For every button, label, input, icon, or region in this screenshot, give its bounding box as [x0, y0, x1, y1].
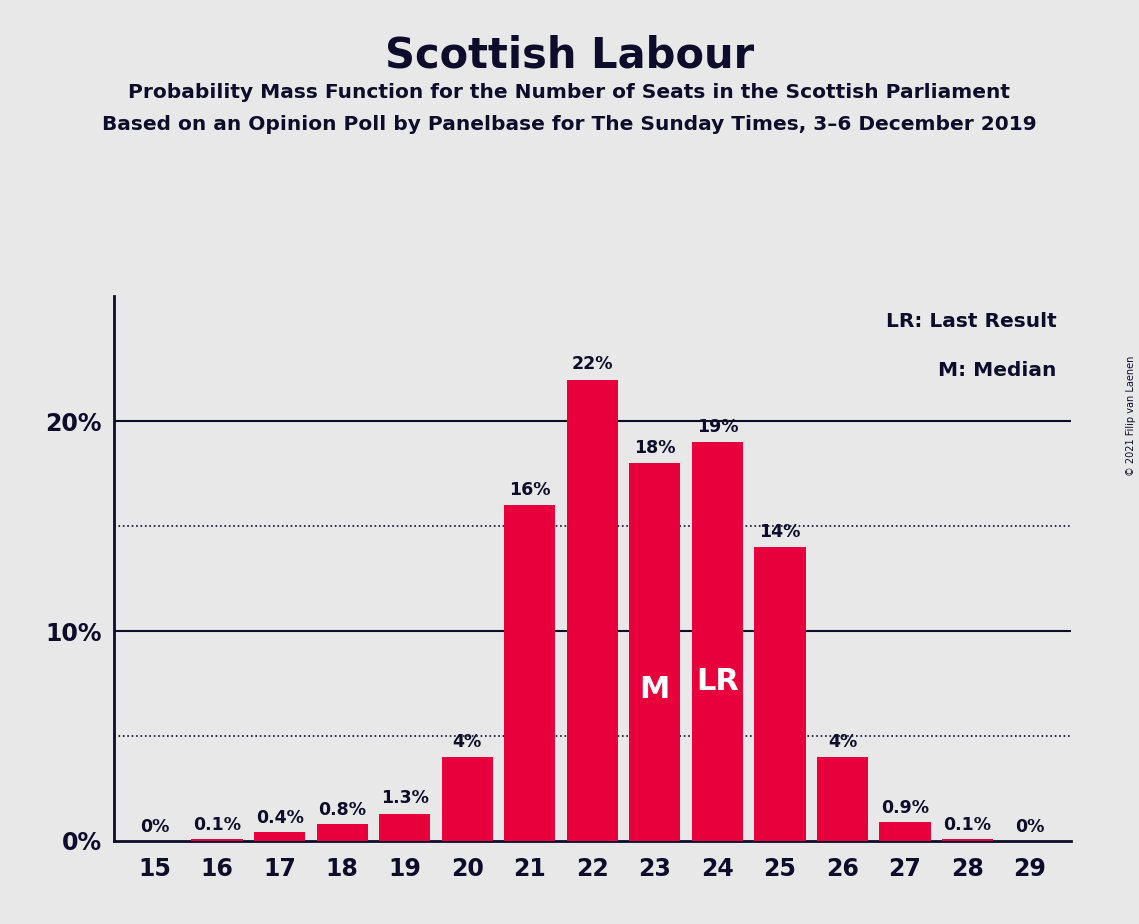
- Bar: [754, 547, 805, 841]
- Bar: [505, 505, 556, 841]
- Text: 22%: 22%: [572, 355, 613, 373]
- Text: 18%: 18%: [634, 439, 675, 457]
- Text: 0%: 0%: [140, 818, 170, 835]
- Text: 4%: 4%: [828, 733, 857, 750]
- Bar: [566, 380, 618, 841]
- Text: Scottish Labour: Scottish Labour: [385, 34, 754, 76]
- Bar: [942, 839, 993, 841]
- Text: LR: Last Result: LR: Last Result: [885, 312, 1056, 331]
- Text: 0.8%: 0.8%: [318, 801, 366, 819]
- Text: 0%: 0%: [1015, 818, 1044, 835]
- Bar: [379, 814, 431, 841]
- Text: 0.1%: 0.1%: [943, 816, 991, 833]
- Bar: [254, 833, 305, 841]
- Text: 14%: 14%: [760, 523, 801, 541]
- Bar: [629, 464, 680, 841]
- Text: Probability Mass Function for the Number of Seats in the Scottish Parliament: Probability Mass Function for the Number…: [129, 83, 1010, 103]
- Bar: [817, 757, 868, 841]
- Text: 0.4%: 0.4%: [255, 809, 304, 827]
- Text: M: Median: M: Median: [937, 361, 1056, 380]
- Text: 0.9%: 0.9%: [880, 798, 929, 817]
- Text: M: M: [640, 675, 670, 704]
- Text: 4%: 4%: [452, 733, 482, 750]
- Bar: [691, 443, 743, 841]
- Text: © 2021 Filip van Laenen: © 2021 Filip van Laenen: [1126, 356, 1136, 476]
- Text: 1.3%: 1.3%: [380, 789, 428, 808]
- Text: Based on an Opinion Poll by Panelbase for The Sunday Times, 3–6 December 2019: Based on an Opinion Poll by Panelbase fo…: [103, 116, 1036, 135]
- Bar: [442, 757, 493, 841]
- Bar: [191, 839, 243, 841]
- Text: 19%: 19%: [697, 419, 738, 436]
- Text: 16%: 16%: [509, 481, 550, 499]
- Text: LR: LR: [696, 667, 739, 696]
- Bar: [879, 822, 931, 841]
- Text: 0.1%: 0.1%: [194, 816, 241, 833]
- Bar: [317, 824, 368, 841]
